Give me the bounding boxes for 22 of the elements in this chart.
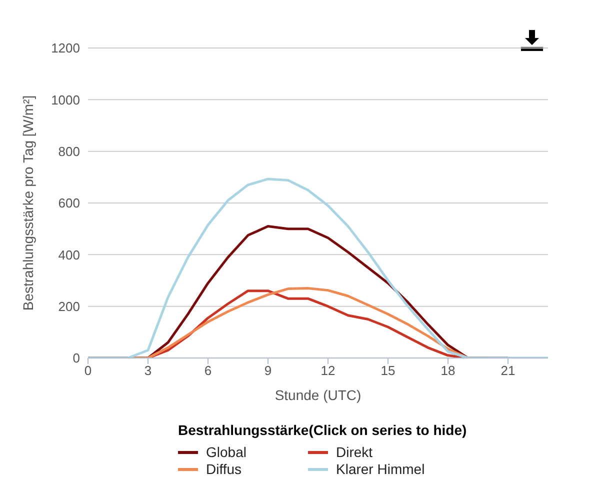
y-tick-label: 1000 — [51, 92, 80, 108]
legend-label: Diffus — [205, 461, 243, 478]
y-tick-label: 1200 — [51, 40, 80, 56]
x-tick-label: 0 — [84, 363, 92, 378]
legend-title: Bestrahlungsstärke(Click on series to hide) — [178, 422, 468, 438]
y-tick-label: 800 — [58, 144, 80, 159]
y-tick-label: 400 — [58, 247, 80, 262]
y-tick-label: 600 — [58, 196, 80, 211]
x-tick-label: 9 — [264, 363, 272, 378]
y-tick-label: 200 — [58, 298, 80, 314]
x-tick-label: 12 — [320, 363, 336, 378]
x-tick-label: 21 — [500, 363, 516, 378]
x-tick-label: 3 — [144, 363, 152, 378]
x-tick-label: 6 — [204, 363, 212, 378]
x-tick-label: 18 — [440, 363, 456, 378]
legend-label: Klarer Himmel — [335, 461, 426, 478]
x-tick-label: 15 — [380, 363, 396, 378]
y-tick-label: 0 — [72, 350, 80, 366]
legend-label: Global — [205, 444, 248, 461]
x-axis-title: Stunde (UTC) — [274, 387, 362, 403]
legend-label: Direkt — [335, 444, 374, 461]
y-axis-title: Bestrahlungsstärke pro Tag [W/m²] — [20, 95, 36, 311]
